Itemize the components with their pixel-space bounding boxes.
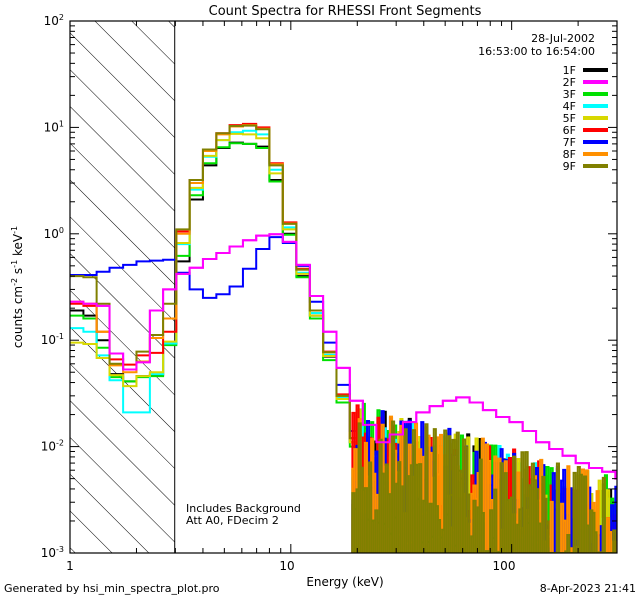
plot-frame bbox=[69, 20, 618, 554]
legend-label-9F[interactable]: 9F bbox=[563, 160, 576, 173]
spectra-curves bbox=[70, 122, 617, 553]
x-axis-label: Energy (keV) bbox=[306, 575, 383, 589]
ytick-label-2: 102 bbox=[44, 13, 64, 28]
ylabel-seg-3: keV bbox=[11, 233, 25, 260]
annotation-attenuator-state: Att A0, FDecim 2 bbox=[186, 514, 279, 527]
footer-generator: Generated by hsi_min_spectra_plot.pro bbox=[4, 582, 220, 595]
ytick-label--3: 10-3 bbox=[41, 545, 64, 560]
noise-band-8F bbox=[351, 415, 617, 553]
page-title: Count Spectra for RHESSI Front Segments bbox=[209, 4, 482, 19]
ylabel-seg-1: counts cm bbox=[11, 286, 25, 348]
ylabel-sup-2: -1 bbox=[10, 260, 19, 268]
xtick-label-10: 10 bbox=[279, 559, 294, 573]
ytick-label-0: 100 bbox=[44, 226, 64, 241]
ylabel-sup-1: -2 bbox=[10, 278, 19, 286]
observation-date: 28-Jul-2002 bbox=[531, 32, 595, 45]
ytick-label-1: 101 bbox=[44, 119, 64, 134]
footer-timestamp: 8-Apr-2023 21:41 bbox=[540, 582, 636, 595]
hatch-fill bbox=[70, 21, 175, 553]
legend-label-8F[interactable]: 8F bbox=[563, 148, 576, 161]
xtick-label-100: 100 bbox=[493, 559, 516, 573]
y-tick-labels: 102 101 100 10-1 10-2 10-3 bbox=[41, 13, 64, 560]
ylabel-seg-2: s bbox=[11, 268, 25, 278]
legend-label-2F[interactable]: 2F bbox=[563, 76, 576, 89]
ylabel-sup-3: -1 bbox=[10, 226, 19, 234]
legend-label-4F[interactable]: 4F bbox=[563, 100, 576, 113]
noise-band-9F bbox=[351, 420, 617, 553]
legend-label-3F[interactable]: 3F bbox=[563, 88, 576, 101]
svg-text:counts cm-2 s-1 keV-1: counts cm-2 s-1 keV-1 bbox=[10, 226, 25, 348]
excluded-energy-band bbox=[70, 21, 176, 553]
annotation-includes-background: Includes Background bbox=[186, 502, 301, 515]
ytick-label--2: 10-2 bbox=[41, 439, 64, 454]
observation-time-range: 16:53:00 to 16:54:00 bbox=[478, 45, 595, 58]
legend-label-7F[interactable]: 7F bbox=[563, 136, 576, 149]
plot-axes bbox=[69, 20, 618, 554]
xtick-label-1: 1 bbox=[66, 559, 74, 573]
ytick-label--1: 10-1 bbox=[41, 332, 64, 347]
noise-band-7F bbox=[351, 410, 617, 553]
spectrum-curve-2F-top bbox=[70, 233, 617, 480]
legend-label-5F[interactable]: 5F bbox=[563, 112, 576, 125]
legend-label-6F[interactable]: 6F bbox=[563, 124, 576, 137]
legend-label-1F[interactable]: 1F bbox=[563, 64, 576, 77]
y-axis-label: counts cm-2 s-1 keV-1 bbox=[10, 226, 25, 348]
